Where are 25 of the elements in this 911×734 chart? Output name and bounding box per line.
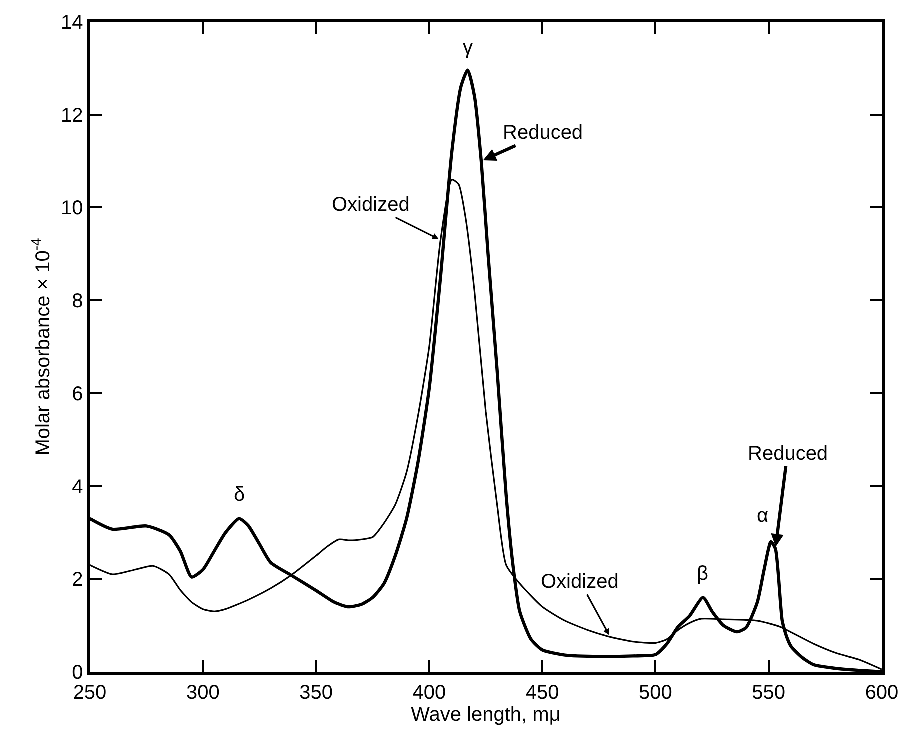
x-tick-label: 250 xyxy=(73,682,107,704)
y-tick-label: 2 xyxy=(72,569,84,592)
annotation: α xyxy=(757,505,769,527)
y-tick-label: 12 xyxy=(61,104,84,127)
annotation: β xyxy=(697,563,709,585)
x-tick-label: 600 xyxy=(865,682,899,704)
text: Reduced xyxy=(748,443,828,465)
x-tick-label: 550 xyxy=(752,682,786,704)
annotation: δ xyxy=(234,484,246,506)
x-tick-label: 400 xyxy=(412,682,446,704)
x-tick-label: 300 xyxy=(186,682,220,704)
y-tick-label: 0 xyxy=(72,662,84,684)
series-label: Reduced xyxy=(503,122,584,144)
y-tick-label: 10 xyxy=(61,198,84,220)
text: Oxidized xyxy=(332,194,410,216)
y-tick-label: 6 xyxy=(72,383,84,406)
series-label: Oxidized xyxy=(541,571,619,593)
x-tick-label: 350 xyxy=(300,682,333,704)
x-tick-label: 500 xyxy=(639,682,672,704)
y-tick-label: 4 xyxy=(72,476,84,498)
annotation: γ xyxy=(463,37,473,59)
x-tick-label: 450 xyxy=(526,682,560,704)
y-tick-label: 8 xyxy=(72,290,84,313)
y-tick-label: 14 xyxy=(61,12,84,34)
x-axis-title: Wave length, mμ xyxy=(411,704,561,726)
